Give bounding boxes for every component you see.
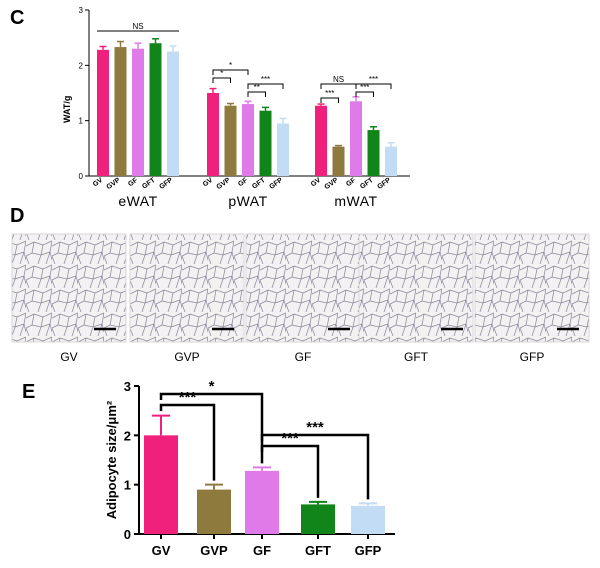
chart-c-category-label: GF [127,176,140,188]
chart-c-bar-eWAT-GFT [149,43,162,177]
chart-c-category-label: GF [345,176,358,188]
histology-label: GF [295,350,312,364]
chart-e-bar-GVP [197,489,231,534]
chart-c-bar-eWAT-GV [97,49,109,177]
chart-c-category-label: GFT [251,176,267,190]
chart-c-category-label: GV [92,177,105,189]
chart-c-bar-pWAT-GV [207,93,219,176]
chart-c-significance-bracket: * [212,69,231,83]
chart-c-bar-mWAT-GFT [367,130,380,176]
histology-image-GFT [358,233,474,343]
chart-c-significance-label: *** [360,83,369,92]
chart-c-ylabel: WAT/g [62,96,72,123]
chart-c-significance-bracket: ** [247,83,266,97]
panel-label-e: E [22,381,35,403]
chart-c-category-label: GFT [141,176,157,190]
chart-c-significance-bracket: *** [355,83,374,97]
chart-e-bar-GFT [301,504,335,534]
histology-image-GFP [474,233,590,343]
chart-c-significance-label: * [220,69,223,78]
chart-c-category-label: GF [237,176,250,188]
chart-c-category-label: GFT [359,176,375,190]
chart-e-significance-label: *** [179,389,197,406]
chart-e-ytick-label: 3 [124,379,131,394]
chart-c-bar-pWAT-GF [242,104,254,176]
chart-e-significance-label: * [209,378,215,395]
chart-e-ytick-label: 1 [124,478,131,493]
chart-c-significance-label: *** [369,75,378,84]
chart-c-category-label: GFP [158,177,174,191]
chart-e-significance-bracket: *** [260,419,370,500]
chart-e-significance-label: *** [306,419,324,436]
chart-c-bar-mWAT-GFP [385,146,397,176]
panel-label-d: D [10,205,24,227]
chart-c-significance-label: ** [254,83,260,92]
chart-e-significance-label: *** [281,430,299,447]
chart-e-category-label: GV [152,543,171,558]
histology-panel: GV GVP GF GFT GFP [11,233,590,364]
chart-c-significance-label: NS [333,75,344,84]
chart-e-category-label: GF [253,543,271,558]
chart-c-category-label: GVP [106,177,122,191]
chart-c-significance-label: * [229,61,232,70]
chart-e-bar-GFP [351,505,385,534]
chart-c-bar-eWAT-GVP [114,47,127,176]
chart-c-category-label: GVP [324,177,340,191]
chart-c-bar-mWAT-GF [350,101,362,176]
chart-c-bar-pWAT-GFT [259,110,272,176]
histology-label: GFP [520,350,545,364]
chart-c-group-label: mWAT [334,193,377,209]
histology-image-GV [11,233,127,343]
chart-c-significance-label: *** [325,89,334,98]
histology-label: GVP [174,350,199,364]
chart-e-category-label: GFP [355,543,382,558]
histology-image-GVP [129,233,245,343]
chart-c-group-label: pWAT [228,193,267,209]
chart-c-bar-pWAT-GVP [224,105,237,176]
chart-e-significance-bracket: * [159,378,264,464]
chart-c-bar-eWAT-GF [132,48,144,176]
chart-c-significance-label: *** [261,75,270,84]
chart-e-ylabel: Adipocyte size/μm² [104,400,119,519]
chart-c-significance-bracket: NS [97,22,179,32]
chart-c-category-label: GFP [376,177,392,191]
panel-label-c: C [10,7,24,29]
chart-c-bar-mWAT-GVP [332,146,345,176]
chart-e-ytick-label: 0 [124,527,131,542]
chart-c-group-label: eWAT [118,193,157,209]
chart-e-bar-GV [144,435,178,534]
chart-c-significance-label: NS [132,22,143,31]
chart-c-bar-pWAT-GFP [277,123,289,176]
chart-c-significance-bracket: *** [247,75,284,89]
histology-image-GF [245,233,361,343]
chart-c-category-label: GV [202,177,215,189]
chart-c-significance-bracket: *** [320,89,339,103]
chart-c-ytick-label: 0 [79,172,84,181]
histology-label: GV [60,350,77,364]
chart-c-category-label: GFP [268,177,284,191]
chart-e-category-label: GFT [305,543,331,558]
histology-label: GFT [404,350,429,364]
chart-e-category-label: GVP [200,543,228,558]
chart-c-significance-bracket: NS [320,75,357,89]
chart-e-ytick-label: 2 [124,428,131,443]
chart-c-ytick-label: 2 [79,61,84,70]
chart-c-category-label: GV [310,177,323,189]
chart-c-ytick-label: 3 [79,6,84,15]
chart-c-ytick-label: 1 [79,117,84,126]
chart-c-significance-bracket: *** [355,75,392,89]
chart-c-category-label: GVP [216,177,232,191]
chart-e-bar-GF [245,470,279,534]
chart-c-bar-eWAT-GFP [167,51,179,176]
chart-c-significance-bracket: * [212,61,249,75]
chart-c-bar-mWAT-GV [315,105,327,176]
